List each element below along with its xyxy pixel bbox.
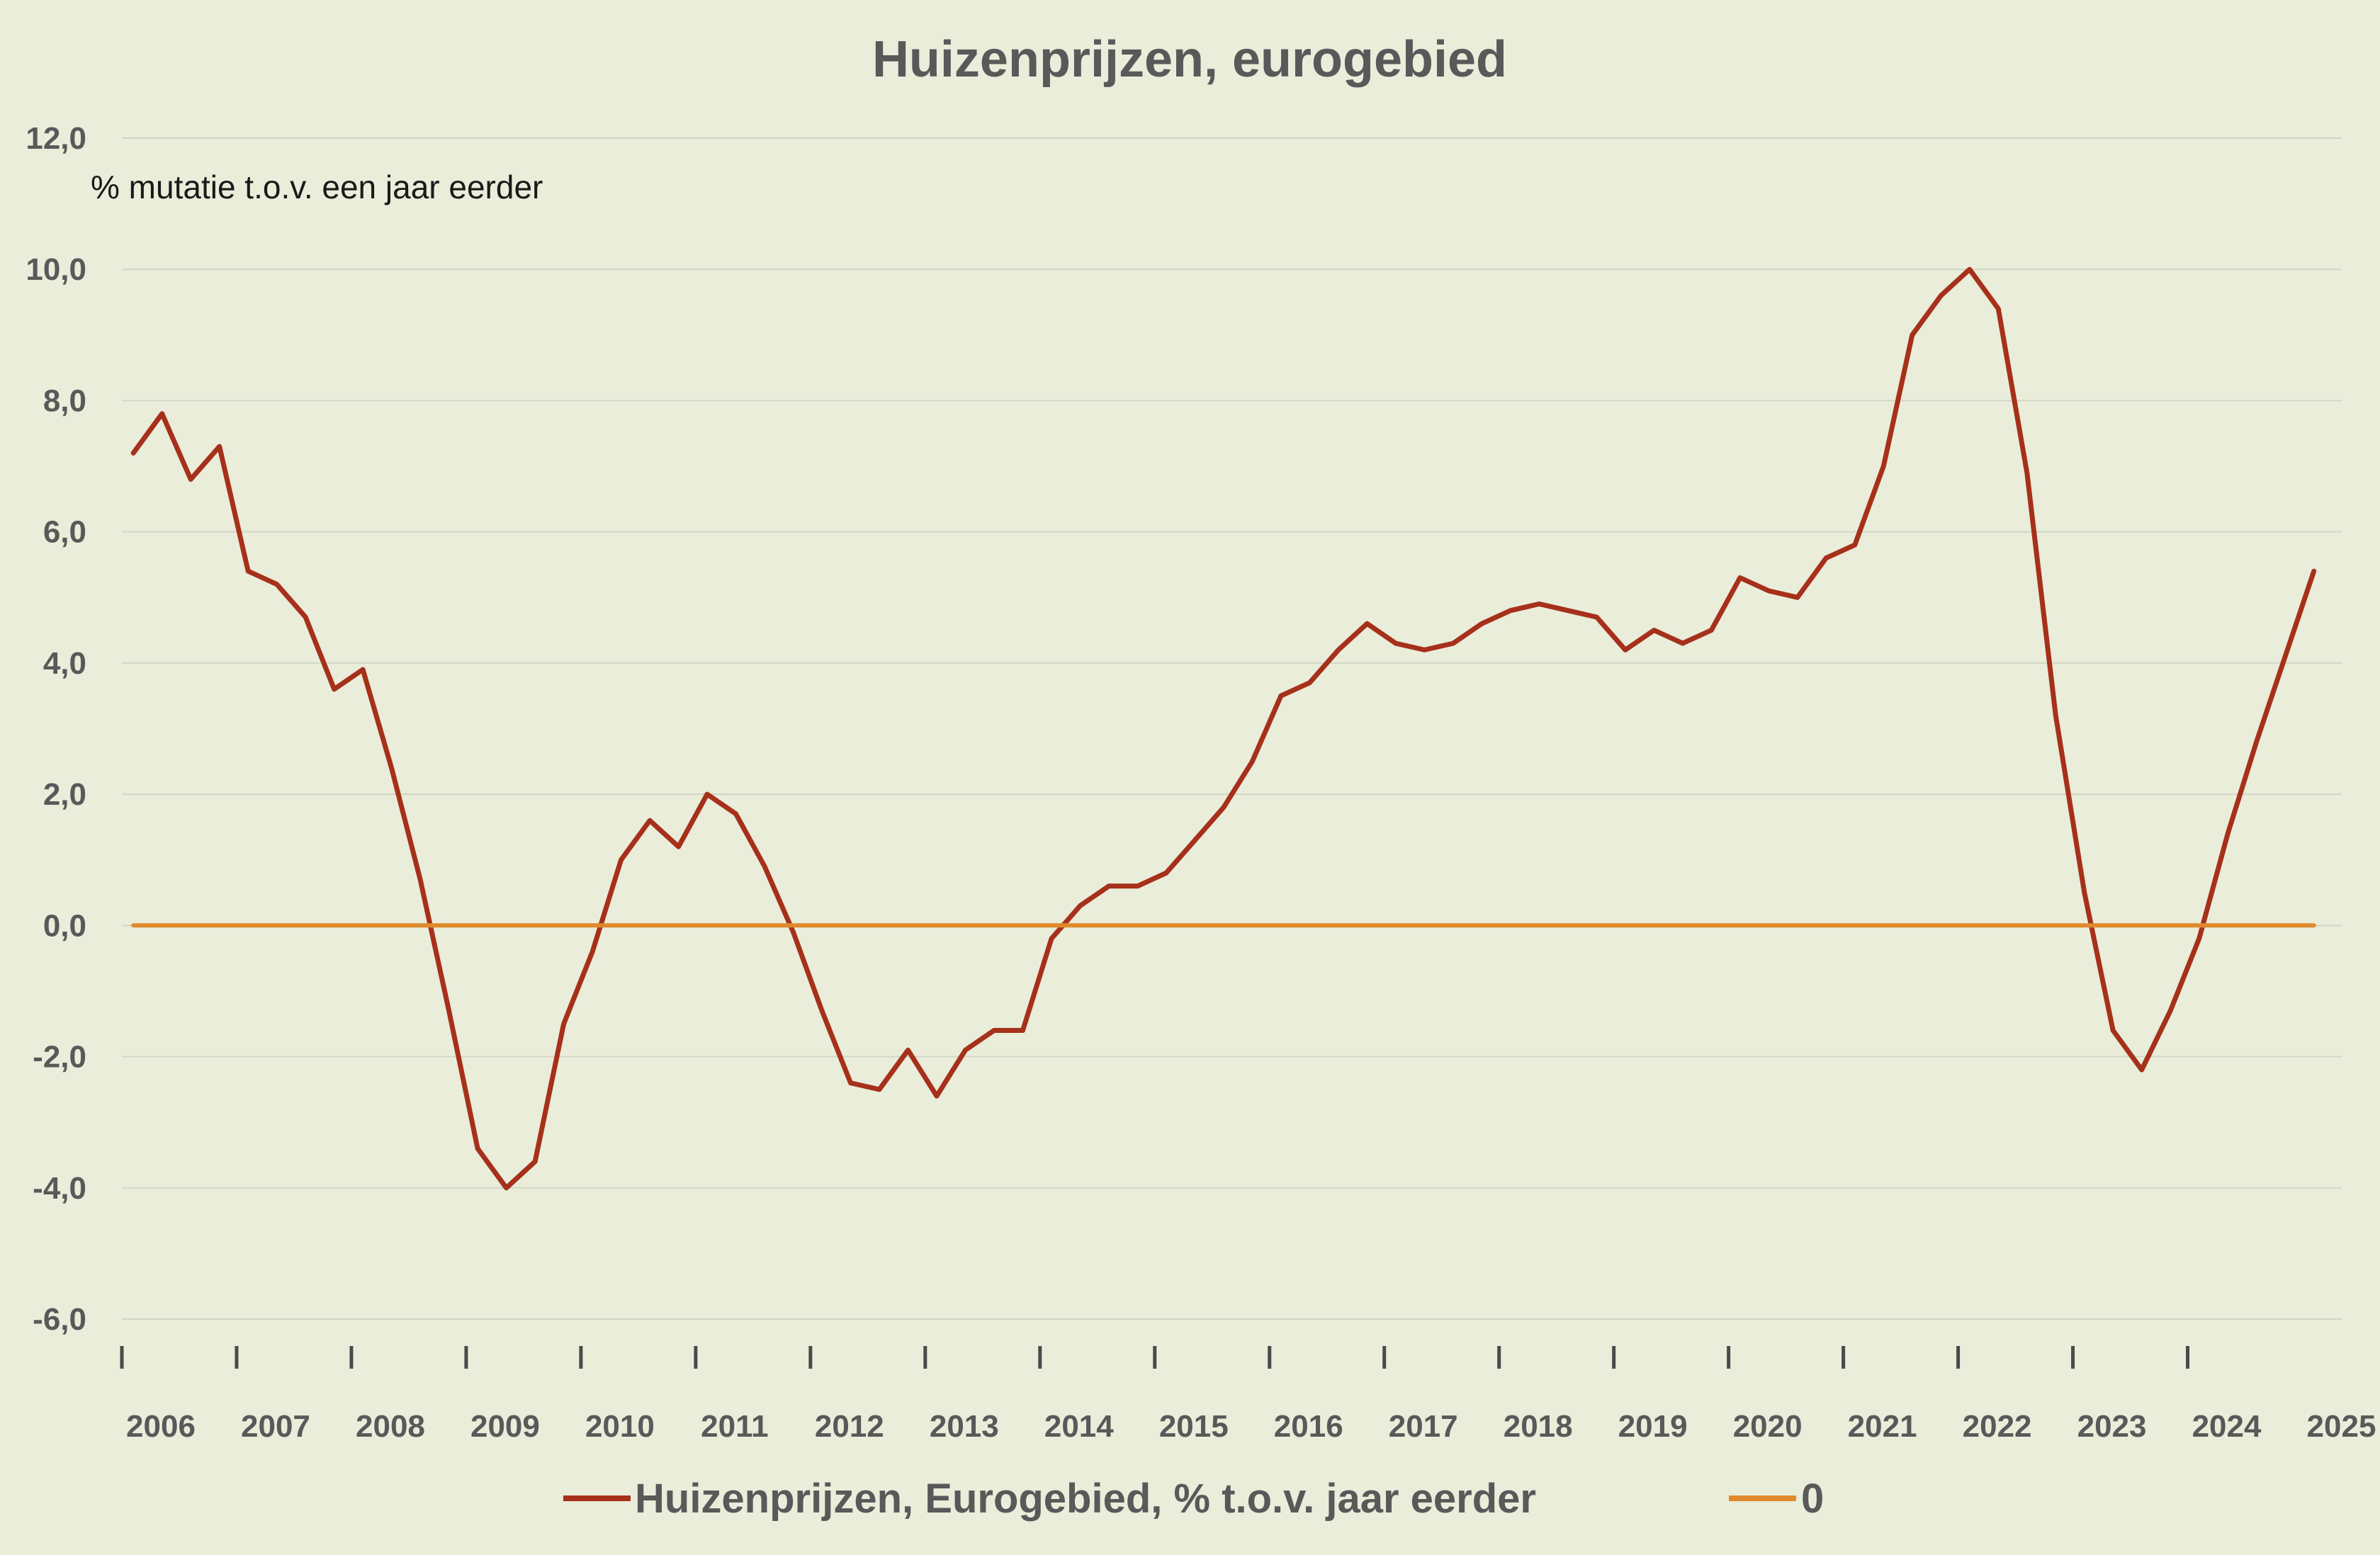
series-line-house-prices: [130, 266, 2317, 1191]
x-tick-label: 2025: [2307, 1409, 2376, 1444]
y-axis-label: % mutatie t.o.v. een jaar eerder: [91, 169, 543, 205]
x-tick-label: 2011: [701, 1409, 768, 1444]
x-tick-label: 2009: [470, 1409, 540, 1444]
y-tick-label: -2,0: [33, 1040, 86, 1075]
x-tick-label: 2006: [126, 1409, 196, 1444]
x-tick-label: 2020: [1733, 1409, 1803, 1444]
series-lines: [130, 266, 2317, 1191]
x-tick-label: 2019: [1618, 1409, 1688, 1444]
legend: Huizenprijzen, Eurogebied, % t.o.v. jaar…: [563, 1476, 1824, 1522]
y-axis-ticks: 12,0 10,0 8,0 6,0 4,0 2,0 0,0 -2,0 -4,0 -6,0: [26, 121, 86, 1337]
y-tick-label: 10,0: [26, 252, 86, 287]
legend-label-house-prices: Huizenprijzen, Eurogebied, % t.o.v. jaar…: [635, 1476, 1536, 1522]
y-tick-label: 12,0: [26, 121, 86, 156]
legend-label-zero: 0: [1801, 1476, 1824, 1522]
x-tick-label: 2010: [585, 1409, 655, 1444]
x-tick-label: 2023: [2077, 1409, 2147, 1444]
y-tick-label: 8,0: [43, 383, 86, 418]
y-tick-label: -4,0: [33, 1171, 86, 1206]
x-axis: 2006 2007 2008 2009 2010 2011 2012 2013 2014 2015…: [120, 1318, 2376, 1444]
x-tick-label: 2024: [2192, 1409, 2262, 1444]
y-tick-label: 6,0: [43, 515, 86, 550]
x-tick-label: 2007: [241, 1409, 310, 1444]
x-tick-label: 2013: [930, 1409, 999, 1444]
x-tick-label: 2022: [1963, 1409, 2032, 1444]
x-tick-label: 2012: [815, 1409, 884, 1444]
x-tick-label: 2018: [1504, 1409, 1573, 1444]
y-tick-label: 4,0: [43, 646, 86, 681]
y-tick-label: 2,0: [43, 777, 86, 812]
x-tick-label: 2015: [1159, 1409, 1229, 1444]
x-tick-label: 2008: [356, 1409, 425, 1444]
chart-title: Huizenprijzen, eurogebied: [872, 31, 1507, 88]
x-tick-label: 2021: [1848, 1409, 1917, 1444]
y-tick-label: -6,0: [33, 1302, 86, 1337]
x-tick-label: 2017: [1389, 1409, 1458, 1444]
x-tick-label: 2014: [1044, 1409, 1114, 1444]
x-tick-label: 2016: [1274, 1409, 1343, 1444]
y-tick-label: 0,0: [43, 908, 86, 943]
